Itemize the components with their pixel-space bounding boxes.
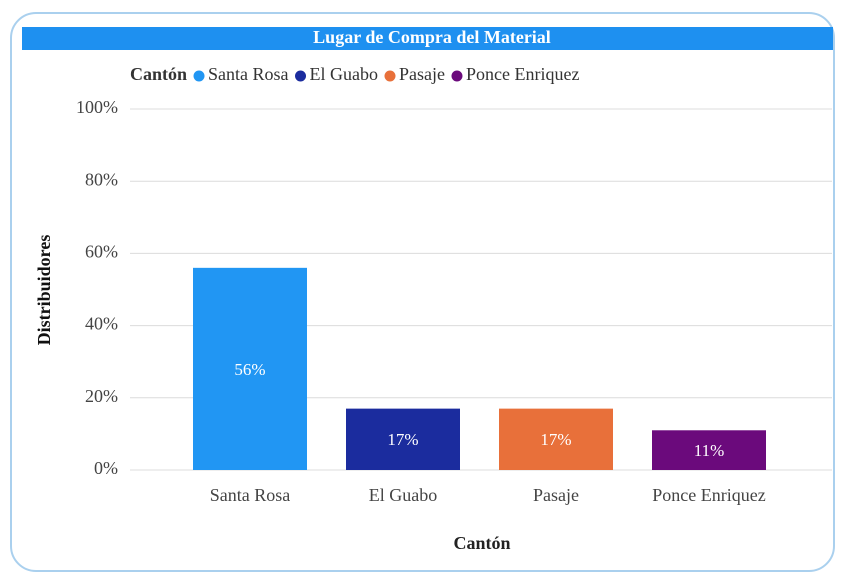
y-tick-label: 40% [85,314,118,334]
value-label: 17% [540,430,571,449]
x-tick-label: Santa Rosa [209,485,291,505]
legend-swatch [451,70,463,82]
legend-entry: Santa Rosa [208,64,289,84]
y-tick-label: 0% [94,458,118,478]
legend-title: Cantón [130,64,187,84]
bar [346,408,460,470]
bar [193,267,307,470]
value-label: 11% [694,441,725,460]
bar [652,430,766,470]
legend-entry: Ponce Enriquez [466,64,579,84]
y-tick-label: 20% [85,386,118,406]
bar [499,408,613,470]
legend-swatch [295,70,307,82]
legend-swatch [193,70,205,82]
y-axis-label: Distribuidores [34,235,54,346]
y-tick-label: 100% [76,97,118,117]
x-tick-label: Ponce Enriquez [652,485,766,505]
legend-entry: Pasaje [399,64,445,84]
x-tick-label: El Guabo [368,485,438,505]
legend-entry: El Guabo [310,64,378,84]
y-tick-label: 60% [85,242,118,262]
value-label: 56% [234,360,265,379]
title-bar [22,27,833,50]
chart-title: Lugar de Compra del Material [313,27,551,47]
x-axis-label: Cantón [453,533,510,553]
legend-swatch [384,70,396,82]
y-tick-label: 80% [85,169,118,189]
value-label: 17% [387,430,418,449]
x-tick-label: Pasaje [533,485,579,505]
